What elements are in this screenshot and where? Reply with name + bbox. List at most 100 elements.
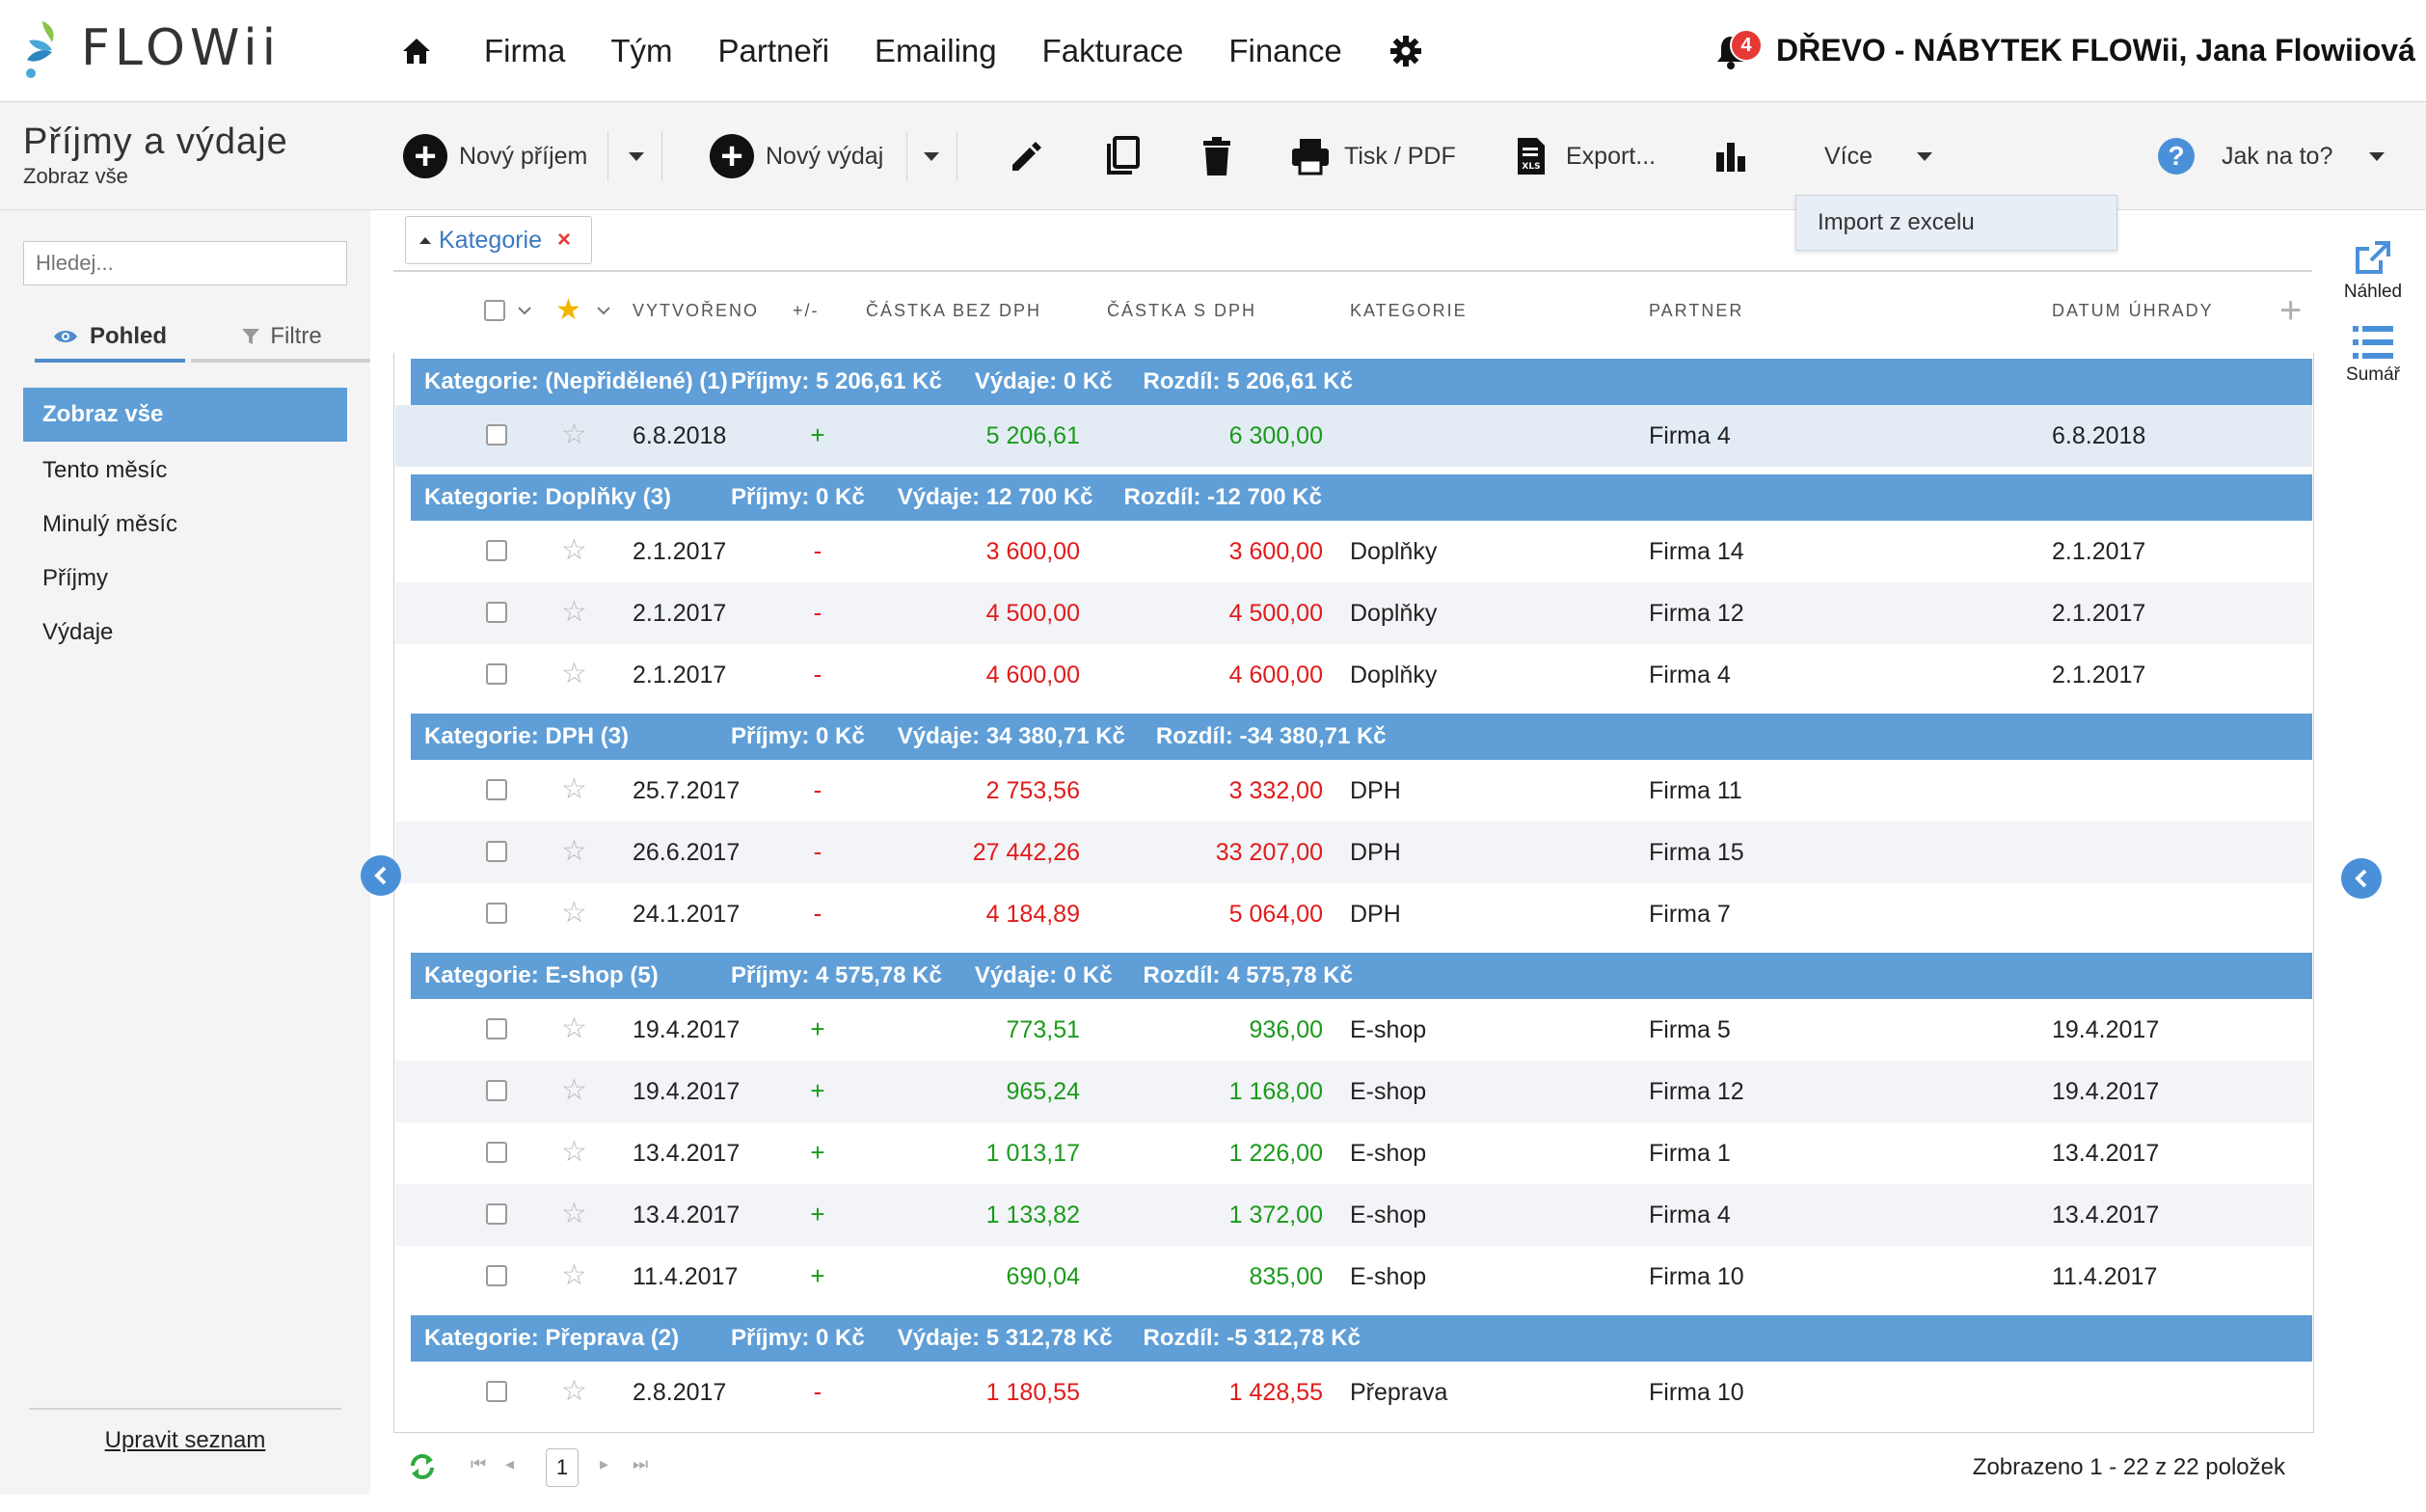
table-row[interactable]: ☆ 19.4.2017 +773,51 936,00 E-shop Firma 5 19.4…	[395, 999, 2312, 1061]
table-row[interactable]: ☆ 13.4.2017 +1 013,17 1 226,00 E-shop Firma 1…	[395, 1122, 2312, 1184]
cell-partner[interactable]: Firma 5	[1649, 1016, 1731, 1043]
refresh-icon[interactable]	[407, 1452, 438, 1481]
star-icon[interactable]: ☆	[561, 1074, 587, 1106]
row-checkbox[interactable]	[486, 779, 507, 800]
more-menu-item-import-excel[interactable]: Import z excelu	[1795, 195, 2117, 251]
row-checkbox[interactable]	[486, 1381, 507, 1402]
cell-partner[interactable]: Firma 10	[1649, 1263, 1744, 1290]
sidebar-item-tento-mesic[interactable]: Tento měsíc	[42, 457, 168, 483]
star-icon[interactable]: ☆	[561, 1136, 587, 1168]
star-icon[interactable]: ☆	[561, 658, 587, 689]
cell-partner[interactable]: Firma 10	[1649, 1379, 1744, 1406]
table-row[interactable]: ☆ 11.4.2017 +690,04 835,00 E-shop Firma 10 11.…	[395, 1246, 2312, 1308]
table-row[interactable]: ☆ 6.8.2018 +5 206,61 6 300,00 Firma 4 6.8.201…	[395, 405, 2312, 467]
table-row[interactable]: ☆ 13.4.2017 +1 133,82 1 372,00 E-shop Firma 4…	[395, 1184, 2312, 1246]
table-row[interactable]: ☆ 2.1.2017 - 4 600,00 4 600,00 Doplňky Firma 4…	[395, 644, 2312, 706]
cell-partner[interactable]: Firma 12	[1649, 1078, 1744, 1105]
expand-right-panel-button[interactable]	[2341, 858, 2382, 899]
remove-group-icon[interactable]: ×	[557, 227, 572, 253]
select-all-checkbox[interactable]	[484, 289, 505, 332]
row-checkbox[interactable]	[486, 1142, 507, 1163]
group-header-row[interactable]: Kategorie: E-shop (5) Příjmy: 4 575,78 Kč…	[411, 953, 2312, 999]
nav-item-tym[interactable]: Tým	[610, 33, 673, 68]
star-icon[interactable]: ☆	[561, 534, 587, 566]
more-button[interactable]: Více	[1824, 102, 1933, 210]
row-checkbox[interactable]	[486, 602, 507, 623]
nav-item-firma[interactable]: Firma	[484, 33, 566, 68]
cell-partner[interactable]: Firma 4	[1649, 1202, 1731, 1228]
edit-button[interactable]	[1009, 102, 1045, 210]
logo[interactable]: FLOWii	[23, 17, 281, 79]
row-checkbox[interactable]	[486, 1265, 507, 1286]
current-page[interactable]: 1	[546, 1448, 579, 1487]
table-row[interactable]: ☆ 2.8.2017 - 1 180,55 1 428,55 Přeprava Firma …	[395, 1362, 2312, 1423]
tab-filtre[interactable]: Filtre	[191, 314, 372, 363]
cell-partner[interactable]: Firma 1	[1649, 1140, 1731, 1167]
cell-partner[interactable]: Firma 7	[1649, 901, 1731, 928]
new-income-button[interactable]: + Nový příjem	[403, 102, 587, 210]
row-checkbox[interactable]	[486, 903, 507, 924]
table-row[interactable]: ☆ 2.1.2017 - 4 500,00 4 500,00 Doplňky Firma 1…	[395, 582, 2312, 644]
star-icon[interactable]: ☆	[561, 897, 587, 929]
new-income-dropdown[interactable]	[629, 102, 644, 210]
cell-partner[interactable]: Firma 14	[1649, 538, 1744, 565]
new-expense-button[interactable]: + Nový výdaj	[710, 102, 883, 210]
row-checkbox[interactable]	[486, 540, 507, 561]
table-row[interactable]: ☆ 2.1.2017 - 3 600,00 3 600,00 Doplňky Firma 1…	[395, 521, 2312, 582]
star-icon[interactable]: ☆	[561, 1198, 587, 1229]
add-column-button[interactable]: +	[2279, 289, 2304, 332]
group-header-row[interactable]: Kategorie: Doplňky (3) Příjmy: 0 Kč Výdaje…	[411, 474, 2312, 521]
tab-pohled[interactable]: Pohled	[35, 314, 185, 363]
row-checkbox[interactable]	[486, 1080, 507, 1101]
table-row[interactable]: ☆ 19.4.2017 +965,24 1 168,00 E-shop Firma 12 1…	[395, 1061, 2312, 1122]
copy-button[interactable]	[1105, 102, 1142, 210]
column-header-amount-net[interactable]: ČÁSTKA BEZ DPH	[866, 300, 1042, 320]
nav-item-emailing[interactable]: Emailing	[875, 33, 997, 68]
column-header-partner[interactable]: PARTNER	[1649, 300, 1744, 320]
prev-page-icon[interactable]: ◂	[505, 1454, 515, 1473]
cell-partner[interactable]: Firma 12	[1649, 600, 1744, 627]
home-icon[interactable]	[397, 32, 436, 70]
group-header-row[interactable]: Kategorie: DPH (3) Příjmy: 0 Kč Výdaje: 34…	[411, 714, 2312, 760]
new-expense-dropdown[interactable]	[924, 102, 939, 210]
row-checkbox[interactable]	[486, 424, 507, 446]
group-header-row[interactable]: Kategorie: (Nepřidělené) (1) Příjmy: 5 20…	[411, 359, 2312, 405]
cell-partner[interactable]: Firma 15	[1649, 839, 1744, 866]
nav-item-finance[interactable]: Finance	[1228, 33, 1342, 68]
star-icon[interactable]: ☆	[561, 835, 587, 867]
row-checkbox[interactable]	[486, 1203, 507, 1225]
edit-list-link[interactable]: Upravit seznam	[104, 1427, 266, 1453]
summary-button[interactable]: Sumář	[2333, 326, 2413, 386]
collapse-sidebar-button[interactable]	[361, 855, 401, 896]
column-header-category[interactable]: KATEGORIE	[1350, 300, 1468, 320]
first-page-icon[interactable]: ⏮	[471, 1454, 487, 1473]
sidebar-item-prijmy[interactable]: Příjmy	[42, 565, 108, 591]
row-checkbox[interactable]	[486, 663, 507, 685]
cell-partner[interactable]: Firma 11	[1649, 777, 1742, 804]
star-icon[interactable]: ☆	[561, 1012, 587, 1044]
group-by-chip[interactable]: Kategorie ×	[405, 216, 592, 264]
row-checkbox[interactable]	[486, 1018, 507, 1040]
table-row[interactable]: ☆ 25.7.2017 - 2 753,56 3 332,00 DPH Firma 11	[395, 760, 2312, 822]
print-button[interactable]: Tisk / PDF	[1290, 102, 1456, 210]
sidebar-item-zobraz-vse[interactable]: Zobraz vše	[23, 388, 347, 442]
star-filter-dropdown[interactable]	[596, 289, 611, 332]
nav-item-fakturace[interactable]: Fakturace	[1041, 33, 1184, 68]
column-header-amount-gross[interactable]: ČÁSTKA S DPH	[1107, 300, 1257, 320]
preview-button[interactable]: Náhled	[2333, 239, 2413, 303]
search-input[interactable]	[23, 241, 347, 285]
star-icon[interactable]: ☆	[561, 596, 587, 628]
sidebar-item-minuly-mesic[interactable]: Minulý měsíc	[42, 511, 178, 537]
sidebar-item-vydaje[interactable]: Výdaje	[42, 619, 114, 645]
group-header-row[interactable]: Kategorie: Přeprava (2) Příjmy: 0 Kč Výdaj…	[411, 1315, 2312, 1362]
export-button[interactable]: XLS Export...	[1516, 102, 1656, 210]
star-filter-icon[interactable]: ★	[555, 294, 583, 326]
row-checkbox[interactable]	[486, 841, 507, 862]
nav-item-partneri[interactable]: Partneři	[717, 33, 830, 68]
next-page-icon[interactable]: ▸	[600, 1454, 609, 1473]
star-icon[interactable]: ☆	[561, 1375, 587, 1407]
cell-partner[interactable]: Firma 4	[1649, 422, 1731, 449]
column-header-payment-date[interactable]: DATUM ÚHRADY	[2052, 300, 2214, 320]
star-icon[interactable]: ☆	[561, 773, 587, 805]
cell-partner[interactable]: Firma 4	[1649, 662, 1731, 688]
